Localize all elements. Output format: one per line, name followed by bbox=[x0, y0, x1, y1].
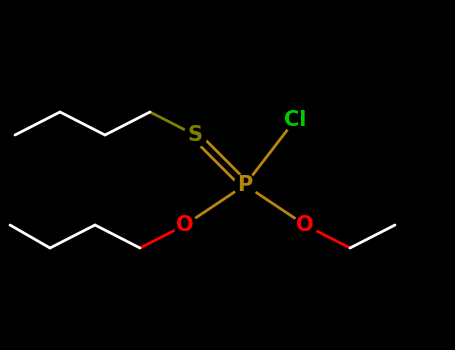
Text: Cl: Cl bbox=[284, 110, 306, 130]
Text: O: O bbox=[176, 215, 194, 235]
Text: S: S bbox=[187, 125, 202, 145]
Text: O: O bbox=[296, 215, 314, 235]
Text: P: P bbox=[238, 175, 253, 195]
